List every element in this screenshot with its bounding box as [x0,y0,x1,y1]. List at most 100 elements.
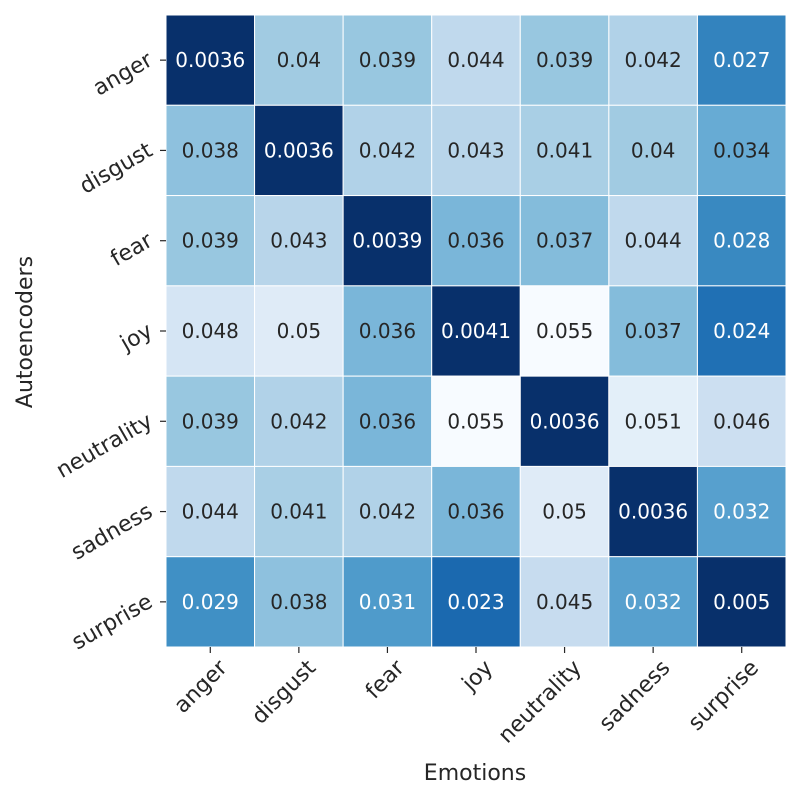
y-axis-ticks: anger disgust fear joy neutrality sadness surp… [52,47,166,655]
cell-value-label: 0.036 [359,409,416,433]
cell-value-label: 0.048 [182,319,239,343]
y-tick-label: joy [115,319,157,357]
cell-value-label: 0.05 [277,319,322,343]
cell-value-label: 0.028 [713,229,770,253]
cell-value-label: 0.055 [447,409,504,433]
cell-value-label: 0.046 [713,409,770,433]
heatmap-cell [165,195,256,287]
cell-value-label: 0.0036 [618,500,688,524]
y-tick-label: sadness [67,499,157,565]
cell-value-label: 0.032 [625,590,682,614]
heatmap-cell [696,375,787,467]
heatmap-cell [696,556,787,648]
cell-value-label: 0.027 [713,48,770,72]
cell-value-label: 0.032 [713,500,770,524]
heatmap-cell [431,556,521,648]
cell-value-label: 0.039 [536,48,593,72]
cell-value-label: 0.042 [625,48,682,72]
cell-value-label: 0.034 [713,138,770,162]
heatmap-cell [254,195,344,287]
heatmap-cell [165,285,256,377]
cell-value-label: 0.042 [359,500,416,524]
y-tick-label: surprise [68,589,157,655]
cell-value-label: 0.042 [359,138,416,162]
cell-value-label: 0.043 [270,229,327,253]
cell-value-label: 0.036 [447,229,504,253]
cell-value-label: 0.044 [182,500,239,524]
heatmap-cell [431,285,521,377]
cell-value-label: 0.043 [447,138,504,162]
heatmap-cell [165,375,256,467]
heatmap-cell [696,285,787,377]
heatmap-cell [342,465,433,558]
cell-value-label: 0.0039 [352,229,422,253]
heatmap-cell [342,556,433,648]
cell-value-label: 0.051 [625,409,682,433]
heatmap-cell [608,285,698,377]
cell-value-label: 0.039 [182,409,239,433]
cell-value-label: 0.039 [359,48,416,72]
cell-value-label: 0.0036 [530,409,600,433]
heatmap-cell [519,465,610,558]
cell-value-label: 0.045 [536,590,593,614]
x-tick-label: joy [457,656,498,697]
cell-value-label: 0.039 [182,229,239,253]
heatmap-cell [696,195,787,287]
x-tick-label: sadness [595,656,676,737]
x-tick-label: disgust [247,655,321,729]
heatmap-cell [254,285,344,377]
cell-value-label: 0.023 [447,590,504,614]
cell-value-label: 0.04 [631,138,676,162]
cell-value-label: 0.005 [713,590,770,614]
cell-value-label: 0.037 [625,319,682,343]
y-tick-label: disgust [76,138,158,200]
heatmap-cell [519,104,610,197]
cell-value-label: 0.05 [542,500,587,524]
heatmap-cell [608,556,698,648]
heatmap-cell [254,465,344,558]
cell-value-label: 0.0036 [175,48,245,72]
heatmap-cell [342,104,433,197]
cell-value-label: 0.04 [277,48,322,72]
cell-value-label: 0.055 [536,319,593,343]
heatmap-cell [165,14,256,106]
cell-value-label: 0.029 [182,590,239,614]
cell-value-label: 0.036 [359,319,416,343]
cell-value-label: 0.036 [447,500,504,524]
heatmap-cell [519,556,610,648]
heatmap-cell [696,465,787,558]
y-tick-label: anger [89,47,158,101]
heatmap-cell [608,104,698,197]
heatmap-cell [254,14,344,106]
heatmap-cell [431,14,521,106]
heatmap-cell [519,195,610,287]
heatmap-cell [696,104,787,197]
cell-value-label: 0.037 [536,229,593,253]
x-tick-label: neutrality [494,656,587,749]
cell-value-label: 0.0036 [264,138,334,162]
cell-value-label: 0.044 [625,229,682,253]
heatmap-cell [608,195,698,287]
heatmap-cell [431,195,521,287]
cell-value-label: 0.024 [713,319,770,343]
heatmap-cell [342,195,433,287]
cell-value-label: 0.042 [270,409,327,433]
heatmap-cell [165,556,256,648]
y-tick-label: neutrality [52,409,157,484]
y-axis-title: Autoencoders [13,256,38,408]
heatmap-cell [608,14,698,106]
y-tick-label: fear [107,228,158,272]
x-tick-label: fear [361,655,410,704]
x-axis-title: Emotions [424,761,526,786]
heatmap-cells: 0.0036 0.04 0.039 0.044 0.039 0.042 0.027 0.038… [165,14,787,648]
cell-value-label: 0.044 [447,48,504,72]
heatmap-cell [342,14,433,106]
cell-value-label: 0.041 [270,500,327,524]
x-tick-label: anger [170,655,234,719]
heatmap-cell [519,14,610,106]
cell-value-label: 0.031 [359,590,416,614]
cell-value-label: 0.041 [536,138,593,162]
cell-value-label: 0.0041 [441,319,511,343]
